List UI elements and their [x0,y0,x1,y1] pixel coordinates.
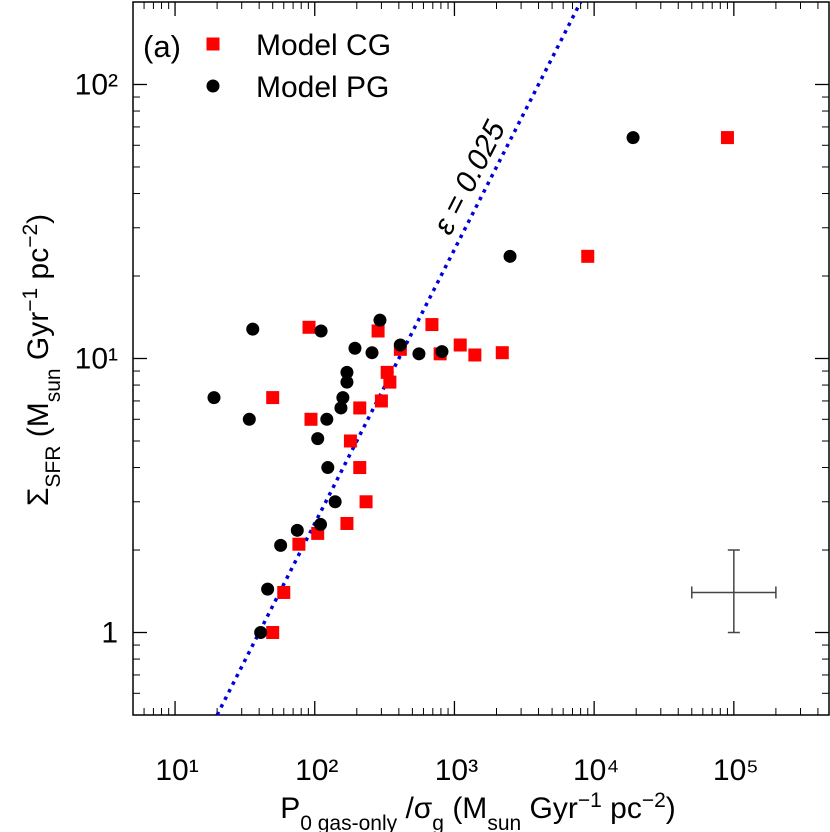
legend-label: Model PG [256,71,389,104]
point [503,249,517,263]
point [254,626,268,640]
point [292,537,306,551]
point [266,626,280,640]
point [320,412,334,426]
x-axis-label: P0 gas-only /σg (Msun Gyr−1 pc−2) [280,789,676,832]
point [353,401,367,415]
point [321,461,335,475]
y-tick-label: 10² [75,68,118,101]
legend-label: Model CG [256,29,391,62]
y-axis-label-part: −2 [19,224,42,248]
x-tick-label: 10³ [435,754,478,787]
point [302,320,316,334]
y-axis-label-part: Gyr [22,312,55,369]
y-axis-label-part: pc [22,248,55,288]
point [277,585,291,599]
point [353,461,367,475]
point [304,412,318,426]
point [290,523,304,537]
point [314,324,328,338]
point [340,516,354,530]
x-axis-label-part: P [280,792,300,825]
point [266,391,280,405]
reference-line [215,1,583,716]
y-axis-label-part: Σ [22,488,55,507]
point [393,338,407,352]
point [425,318,439,332]
x-axis-label-part: −2 [642,789,666,812]
point [340,375,354,389]
point [336,391,350,405]
point [374,394,388,408]
point [359,495,373,509]
x-axis-label-part: /σ [397,792,433,825]
point [495,346,509,360]
x-tick-label: 10⁴ [573,754,619,787]
x-axis-label-part: sun [487,812,521,832]
x-axis-label-part: 0 gas-only [300,812,397,832]
point [343,434,357,448]
legend-marker [206,79,220,93]
x-tick-label: 10⁵ [713,754,759,787]
y-axis-label-part: ) [22,214,55,224]
point [334,401,348,415]
point [314,517,328,531]
y-axis-label-part: (M [22,402,55,445]
point [246,322,260,336]
y-axis-label-part: sun [42,368,65,402]
x-axis-label-part: ) [666,792,676,825]
y-axis-label-part: SFR [42,446,65,488]
x-axis-label-part: −1 [578,789,602,812]
point [348,341,362,355]
point [274,538,288,552]
point [261,582,275,596]
point [242,412,256,426]
point [412,347,426,361]
x-axis-label-part: Gyr [521,792,578,825]
point [340,365,354,379]
panel-label: (a) [143,29,181,64]
point [371,324,385,338]
legend-marker [206,37,220,51]
y-axis-label-part: −1 [19,288,42,312]
point [626,131,640,145]
x-axis-label-part: pc [602,792,642,825]
y-axis-label: ΣSFR (Msun Gyr−1 pc−2) [19,214,65,506]
x-tick-label: 10² [295,754,338,787]
point [328,495,342,509]
point [383,375,397,389]
point [435,345,449,359]
x-tick-label: 10¹ [155,754,198,787]
point [468,348,482,362]
y-tick-label: 1 [101,617,118,650]
x-axis-label-part: g [432,812,444,832]
point [373,313,387,327]
point [311,432,325,446]
point [365,346,379,360]
x-axis-label-part: (M [444,792,487,825]
point [453,338,467,352]
point [581,249,595,263]
point [720,131,734,145]
point [207,391,221,405]
y-tick-label: 10¹ [75,343,118,376]
